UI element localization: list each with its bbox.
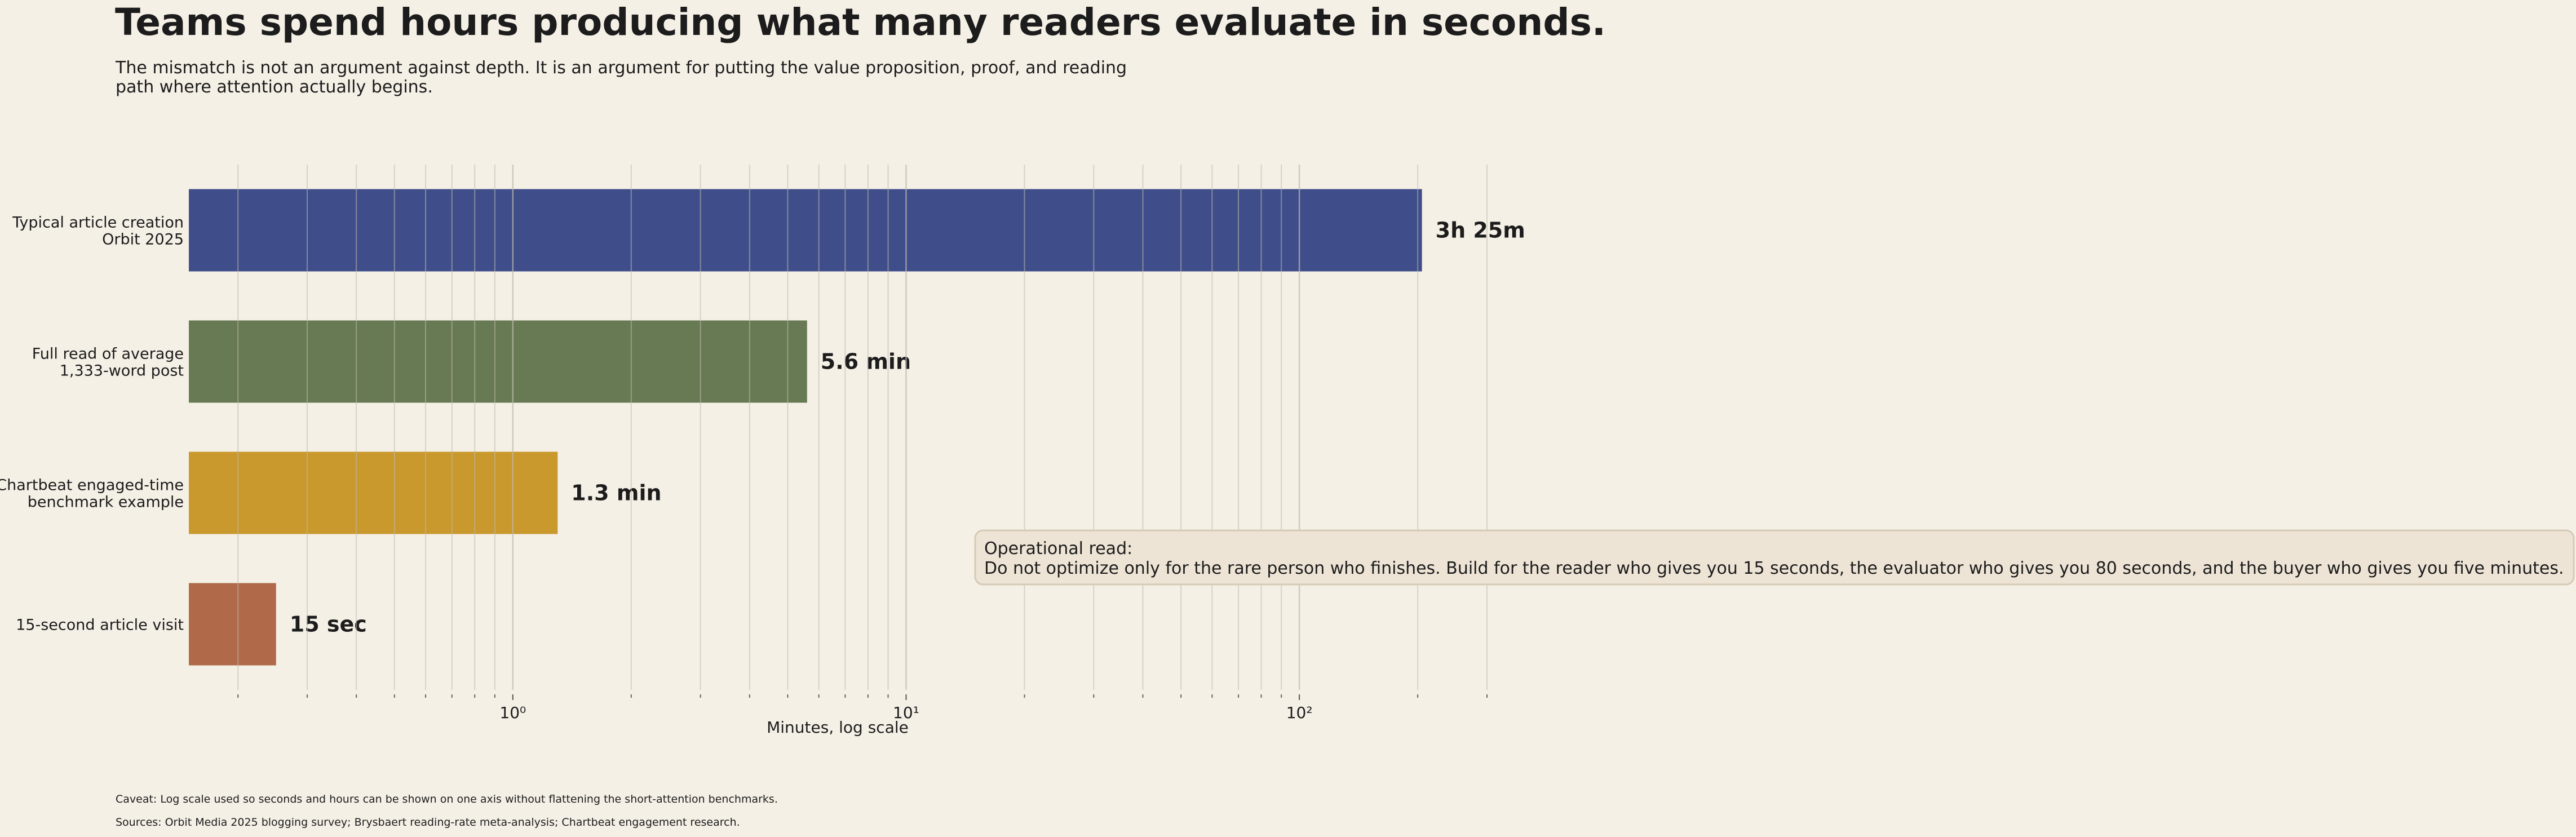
x-tick-label: 10⁰ (499, 703, 526, 722)
chart-subtitle: The mismatch is not an argument against … (115, 58, 1127, 97)
value-label: 3h 25m (1436, 218, 1525, 243)
caveat-note: Caveat: Log scale used so seconds and ho… (116, 793, 778, 805)
x-tick-label: 10² (1286, 703, 1313, 722)
chart-title: Teams spend hours producing what many re… (115, 1, 1606, 44)
value-label: 1.3 min (571, 481, 661, 506)
category-label: Full read of average 1,333-word post (32, 346, 184, 380)
value-label: 5.6 min (821, 349, 911, 374)
annotation-box (974, 529, 2575, 586)
bar (189, 583, 276, 666)
annotation: Operational read: Do not optimize only fo… (974, 529, 2575, 586)
category-label: Typical article creation Orbit 2025 (12, 214, 184, 249)
category-label: Chartbeat engaged-time benchmark example (0, 477, 184, 511)
value-label: 15 sec (290, 612, 367, 637)
x-axis-label: Minutes, log scale (767, 718, 909, 737)
category-label: 15-second article visit (16, 617, 184, 634)
bar (189, 189, 1422, 272)
bar (189, 451, 558, 534)
source-note: Sources: Orbit Media 2025 blogging surve… (116, 816, 740, 829)
annotation-text: Operational read: Do not optimize only fo… (984, 539, 2564, 578)
x-tick-label: 10¹ (893, 703, 919, 722)
bar (189, 320, 807, 403)
